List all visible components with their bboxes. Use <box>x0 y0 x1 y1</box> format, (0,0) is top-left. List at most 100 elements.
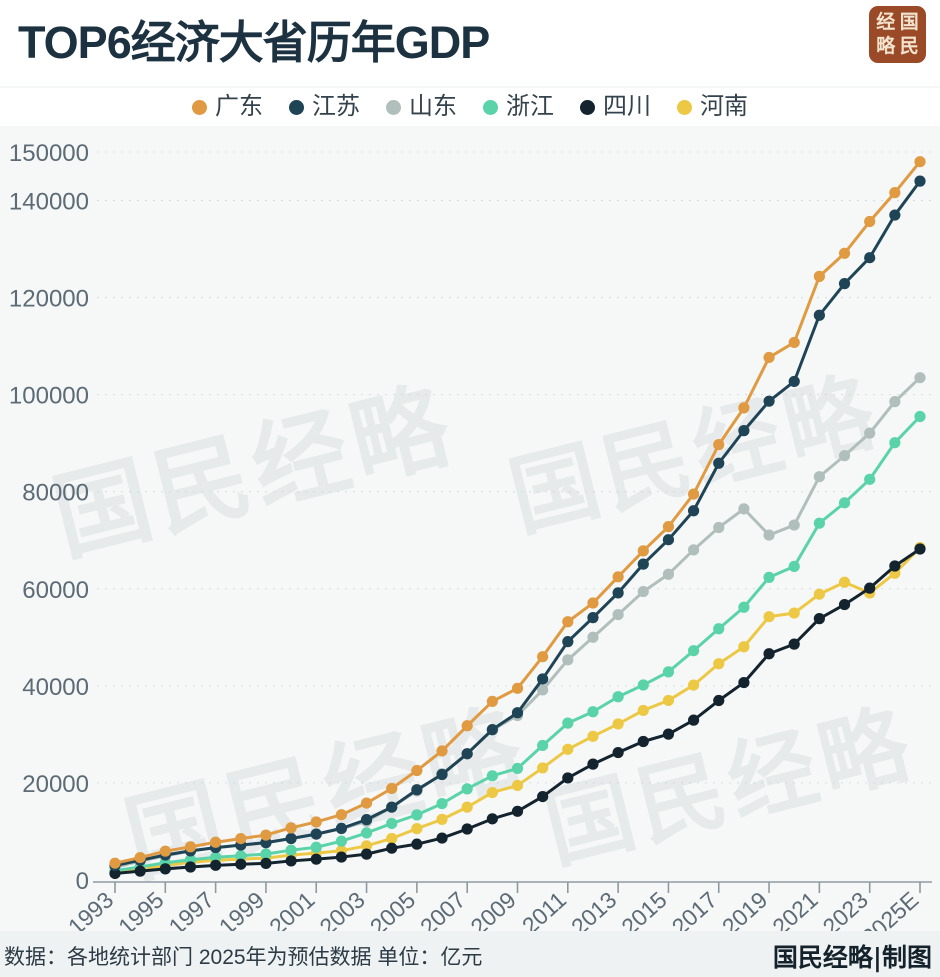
data-point-marker <box>738 402 750 414</box>
data-point-marker <box>713 521 725 534</box>
data-point-marker <box>738 601 750 613</box>
y-axis-tick-label: 0 <box>76 868 89 895</box>
data-point-marker <box>461 748 473 760</box>
data-point-marker <box>260 829 272 841</box>
data-point-marker <box>411 809 423 821</box>
data-point-marker <box>109 867 121 880</box>
data-point-marker <box>260 848 272 860</box>
data-point-marker <box>612 718 624 730</box>
series-四川 <box>109 543 926 880</box>
data-point-marker <box>386 801 398 813</box>
legend-color-dot-icon <box>580 99 595 115</box>
x-axis-tick-label: 2021 <box>767 886 822 931</box>
data-point-marker <box>763 351 775 364</box>
y-axis-tick-label: 150000 <box>9 140 89 167</box>
data-point-marker <box>511 762 524 775</box>
data-point-marker <box>360 797 373 809</box>
data-point-marker <box>461 801 473 813</box>
data-point-marker <box>562 636 574 648</box>
data-point-marker <box>386 842 398 854</box>
data-point-marker <box>687 488 700 500</box>
legend-item-label: 广东 <box>215 93 263 120</box>
data-point-marker <box>587 706 599 718</box>
data-point-marker <box>763 529 775 541</box>
data-point-marker <box>511 779 524 792</box>
legend-item-label: 江苏 <box>312 93 360 120</box>
data-point-marker <box>662 694 675 707</box>
data-point-marker <box>184 861 197 873</box>
data-point-marker <box>587 612 599 624</box>
legend-color-dot-icon <box>677 99 692 115</box>
data-point-marker <box>411 764 423 777</box>
data-point-marker <box>713 658 725 670</box>
data-point-marker <box>537 790 549 803</box>
data-point-marker <box>838 278 851 290</box>
chart-legend: 广东 江苏 山东 浙江 四川 河南 <box>0 88 940 126</box>
y-axis-labels: 0 20000 40000 60000 80000 100000 120000 140000 1… <box>9 140 89 895</box>
data-point-marker <box>864 427 876 439</box>
legend-item-山东[interactable]: 山东 <box>386 95 457 119</box>
y-axis-tick-label: 20000 <box>22 771 89 798</box>
y-axis-tick-label: 140000 <box>9 189 89 216</box>
data-point-marker <box>662 568 675 580</box>
legend-item-四川[interactable]: 四川 <box>580 95 651 119</box>
data-point-marker <box>537 684 549 696</box>
data-point-marker <box>436 832 448 844</box>
data-point-marker <box>838 598 851 611</box>
brand-logo-badge: 经 国 略 民 <box>869 6 926 63</box>
legend-item-河南[interactable]: 河南 <box>677 95 748 119</box>
x-axis-tick-label: 2001 <box>264 886 319 931</box>
data-point-marker <box>511 707 524 719</box>
data-point-marker <box>134 865 146 877</box>
y-axis-tick-label: 100000 <box>9 383 89 410</box>
data-point-marker <box>637 545 649 557</box>
data-point-marker <box>763 395 775 407</box>
data-point-marker <box>813 588 825 600</box>
data-point-marker <box>914 175 926 187</box>
legend-color-dot-icon <box>289 99 304 115</box>
data-point-marker <box>461 823 473 835</box>
data-point-marker <box>788 607 800 619</box>
data-point-marker <box>713 694 725 707</box>
data-point-marker <box>285 832 297 845</box>
data-point-marker <box>687 679 700 691</box>
data-point-marker <box>386 782 398 795</box>
logo-char-2: 国 <box>899 10 919 33</box>
data-point-marker <box>838 497 851 509</box>
data-point-marker <box>159 845 171 857</box>
data-point-marker <box>411 838 423 850</box>
data-point-marker <box>436 797 448 810</box>
data-point-marker <box>813 309 825 321</box>
data-point-marker <box>587 758 599 770</box>
x-axis-labels: 1993199519971999200120032005200720092011… <box>63 886 923 931</box>
data-point-marker <box>386 832 398 845</box>
data-point-marker <box>436 745 448 757</box>
data-point-marker <box>260 857 272 869</box>
data-point-marker <box>914 543 926 555</box>
data-point-marker <box>612 587 624 599</box>
data-point-marker <box>889 437 901 449</box>
legend-item-广东[interactable]: 广东 <box>192 95 263 119</box>
data-point-marker <box>235 850 247 862</box>
x-axis-tick-label: 2015 <box>616 886 671 931</box>
data-point-marker <box>889 187 901 199</box>
data-point-marker <box>788 336 800 349</box>
data-point-marker <box>562 717 574 729</box>
x-axis-tick-label: 2003 <box>314 886 369 931</box>
legend-item-浙江[interactable]: 浙江 <box>483 95 554 119</box>
data-point-marker <box>562 743 574 755</box>
data-point-marker <box>637 679 649 691</box>
data-point-marker <box>662 728 675 740</box>
line-chart-svg: 0 20000 40000 60000 80000 100000 120000 140000 1… <box>9 140 932 931</box>
data-point-marker <box>612 571 624 583</box>
data-point-marker <box>763 648 775 660</box>
y-axis-tick-label: 40000 <box>22 674 89 701</box>
series-浙江 <box>109 410 926 877</box>
logo-char-1: 经 <box>876 10 896 33</box>
legend-item-江苏[interactable]: 江苏 <box>289 95 360 119</box>
data-point-marker <box>838 450 851 462</box>
data-point-marker <box>335 809 348 821</box>
data-point-marker <box>864 582 876 594</box>
series-广东 <box>109 156 926 869</box>
y-axis-tick-label: 60000 <box>22 577 89 604</box>
